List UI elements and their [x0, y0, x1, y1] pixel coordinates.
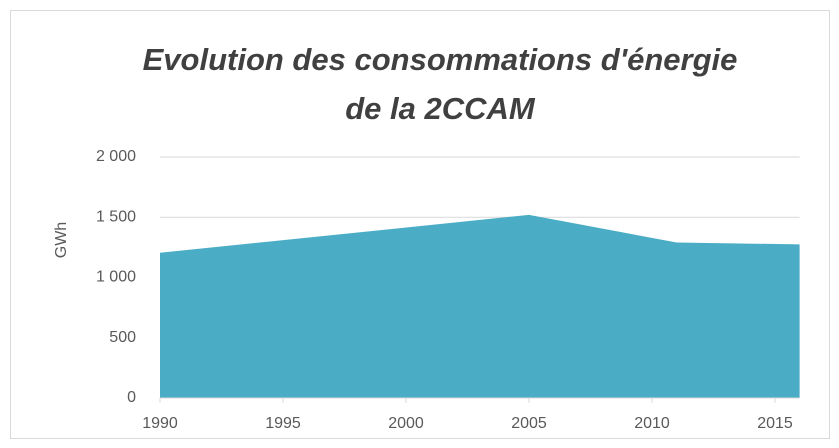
- y-tick-label: 500: [109, 329, 136, 346]
- x-tick-label: 2015: [757, 415, 793, 432]
- x-tick-label: 1990: [142, 415, 178, 432]
- chart-title: Evolution des consommations d'énergie: [143, 42, 738, 77]
- area: [160, 214, 800, 398]
- y-tick-label: 1 500: [96, 208, 136, 225]
- y-tick-label: 0: [127, 389, 136, 406]
- y-axis-label: GWh: [53, 222, 70, 258]
- chart-title: de la 2CCAM: [345, 91, 536, 126]
- x-tick-label: 2010: [634, 415, 670, 432]
- y-tick-label: 1 000: [96, 269, 136, 286]
- x-tick-label: 1995: [265, 415, 301, 432]
- y-tick-label: 2 000: [96, 148, 136, 165]
- x-tick-label: 2000: [388, 415, 424, 432]
- x-tick-label: 2005: [511, 415, 547, 432]
